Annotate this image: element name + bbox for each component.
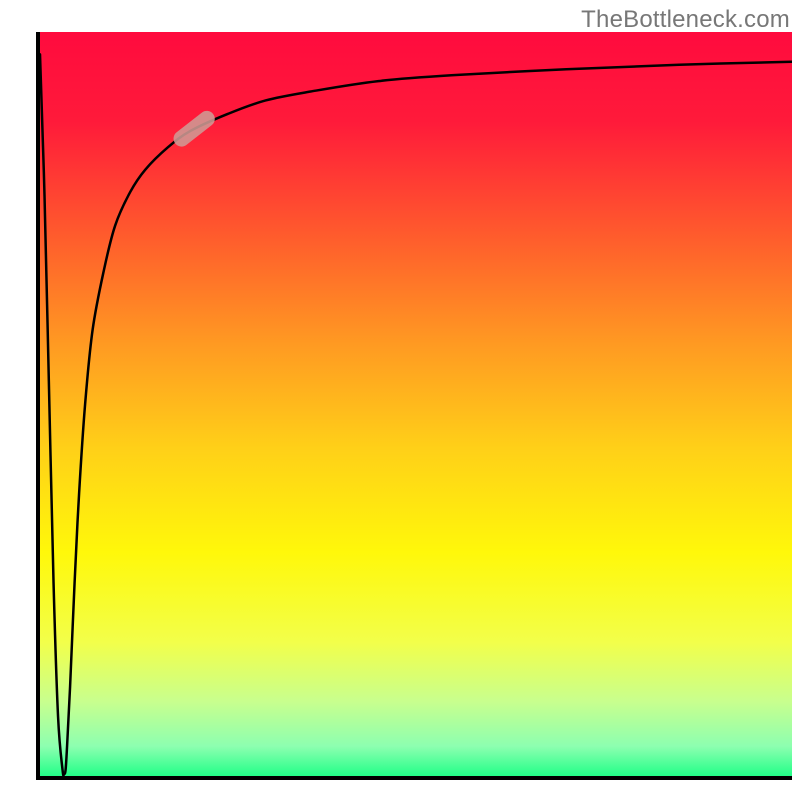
watermark-text: TheBottleneck.com <box>581 6 790 34</box>
gradient-background <box>40 32 792 776</box>
chart-container: TheBottleneck.com <box>0 0 800 800</box>
bottleneck-curve-chart <box>0 0 800 800</box>
